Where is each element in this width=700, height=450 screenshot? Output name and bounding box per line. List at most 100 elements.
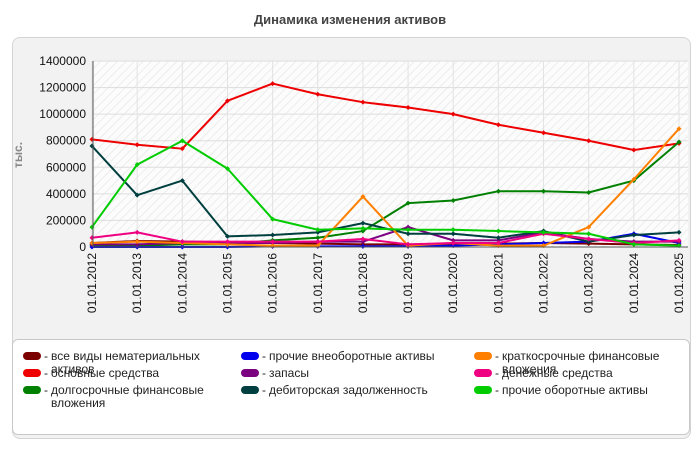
- data-point: [224, 98, 230, 104]
- legend-item: - все виды нематериальных активов: [23, 350, 233, 376]
- data-point: [405, 105, 411, 110]
- y-tick-label: 0: [79, 240, 86, 254]
- data-point: [450, 111, 456, 117]
- x-tick-label: 01.01.2025: [672, 253, 686, 313]
- legend-swatch: [23, 369, 41, 377]
- data-point: [405, 224, 411, 230]
- data-point: [586, 236, 592, 242]
- data-point: [405, 227, 411, 233]
- data-point: [315, 239, 321, 245]
- data-point: [586, 231, 592, 237]
- legend-separator: -: [44, 366, 48, 380]
- legend-swatch: [474, 369, 492, 377]
- data-point: [224, 241, 230, 247]
- y-tick-label: 600000: [46, 160, 86, 174]
- x-tick-label: 01.01.2022: [537, 253, 551, 313]
- legend-label: долгосрочные финансовые вложения: [51, 383, 204, 410]
- x-tick-label: 01.01.2012: [85, 253, 99, 313]
- data-point: [541, 229, 547, 235]
- x-tick-label: 01.01.2016: [266, 253, 280, 313]
- data-point: [676, 229, 682, 235]
- data-point: [450, 237, 456, 243]
- x-tick-label: 01.01.2014: [175, 253, 189, 313]
- x-tick-label: 01.01.2013: [130, 253, 144, 313]
- legend-swatch: [474, 352, 492, 360]
- data-point: [450, 227, 456, 233]
- data-point: [270, 232, 276, 238]
- data-point: [450, 240, 456, 246]
- legend-separator: -: [262, 366, 266, 380]
- x-tick-label: 01.01.2015: [220, 253, 234, 313]
- data-point: [450, 231, 456, 237]
- data-point: [495, 228, 501, 234]
- legend-item: - долгосрочные финансовые вложения: [23, 384, 233, 410]
- legend-label: все виды нематериальных активов: [51, 349, 200, 376]
- data-point: [134, 229, 140, 235]
- data-point: [631, 176, 637, 182]
- data-point: [586, 190, 592, 196]
- legend-label: основные средства: [51, 366, 160, 380]
- y-tick-labels: 0 200000 400000 600000 800000 1000000 1200000 1…: [39, 54, 86, 254]
- y-tick-label: 200000: [46, 213, 86, 227]
- data-point: [134, 241, 140, 247]
- data-point: [224, 239, 230, 245]
- legend-item: - прочие внеоборотные активы: [241, 350, 451, 363]
- series-line: [91, 128, 680, 247]
- data-point: [541, 188, 547, 194]
- data-point: [134, 142, 140, 148]
- y-axis-label: тыс.: [11, 142, 25, 168]
- y-tick-label: 400000: [46, 187, 86, 201]
- data-point: [360, 236, 366, 242]
- data-point: [586, 239, 592, 245]
- data-point: [134, 162, 140, 168]
- data-point: [495, 240, 501, 246]
- chart-title: Динамика изменения активов: [253, 12, 447, 27]
- data-point: [360, 194, 366, 200]
- series-group: [89, 81, 682, 153]
- x-tick-label: 01.01.2021: [491, 253, 505, 313]
- data-point: [270, 81, 276, 87]
- x-tick-labels: 01.01.2012 01.01.2013 01.01.2014 01.01.2015…: [85, 253, 686, 313]
- data-point: [541, 130, 547, 136]
- legend-item: - запасы: [241, 367, 451, 380]
- legend-swatch: [23, 386, 41, 394]
- legend-swatch: [241, 369, 259, 377]
- data-point: [270, 216, 276, 222]
- data-point: [405, 241, 411, 247]
- data-point: [360, 220, 366, 226]
- legend-separator: -: [44, 383, 48, 397]
- legend-separator: -: [495, 383, 499, 397]
- legend-label: краткосрочные финансовые вложения: [502, 349, 660, 376]
- data-point: [676, 237, 682, 243]
- data-point: [676, 139, 682, 145]
- series-group: [89, 138, 682, 249]
- data-point: [631, 232, 637, 238]
- data-point: [631, 241, 637, 247]
- legend-label: запасы: [269, 366, 309, 380]
- data-point: [495, 235, 501, 241]
- data-point: [360, 239, 366, 245]
- series-line: [91, 231, 680, 246]
- data-point: [676, 126, 682, 132]
- legend-item: - основные средства: [23, 367, 233, 380]
- chart-legend: - все виды нематериальных активов - основны…: [12, 339, 690, 435]
- data-point: [315, 229, 321, 235]
- y-tick-label: 800000: [46, 134, 86, 148]
- data-point: [224, 166, 230, 172]
- data-point: [224, 233, 230, 239]
- data-point: [360, 225, 366, 231]
- data-point: [179, 178, 185, 184]
- legend-label: прочие оборотные активы: [502, 383, 648, 397]
- series-line: [91, 139, 680, 247]
- data-point: [360, 99, 366, 105]
- legend-separator: -: [495, 349, 499, 363]
- legend-swatch: [23, 352, 41, 360]
- x-tick-label: 01.01.2023: [582, 253, 596, 313]
- data-point: [360, 228, 366, 234]
- series-group: [89, 229, 682, 247]
- legend-swatch: [241, 386, 259, 394]
- legend-item: - краткосрочные финансовые вложения: [474, 350, 679, 376]
- data-point: [586, 224, 592, 230]
- axes: [92, 61, 688, 248]
